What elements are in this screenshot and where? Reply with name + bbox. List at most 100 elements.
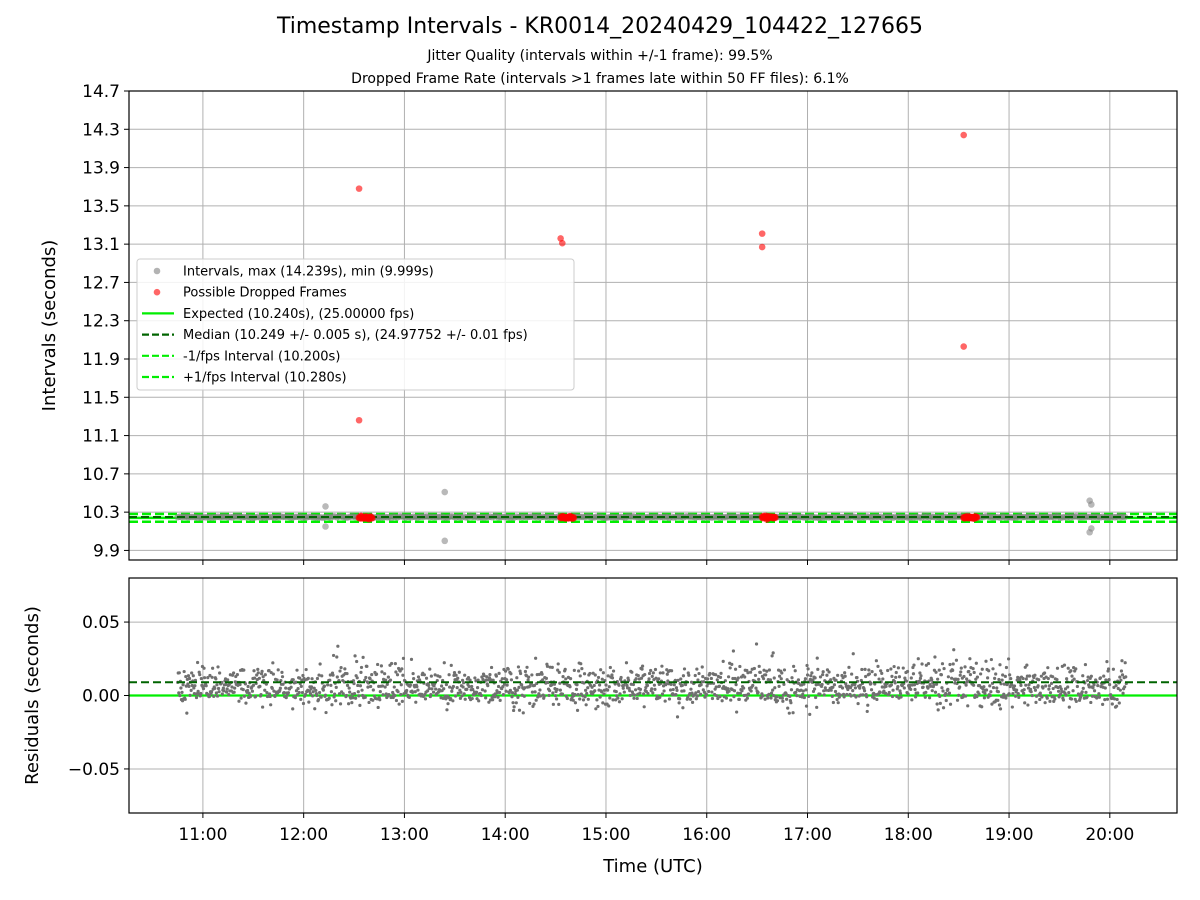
- residual-point: [429, 693, 433, 697]
- bottom-xtick-label: 13:00: [380, 825, 429, 845]
- residual-point: [1114, 684, 1118, 688]
- residual-point: [1063, 687, 1068, 691]
- residual-point: [1046, 676, 1050, 681]
- top-ytick-label: 13.1: [82, 235, 120, 255]
- residual-point: [686, 695, 690, 699]
- residual-point: [491, 678, 495, 682]
- residual-point: [861, 693, 865, 697]
- residual-point: [233, 686, 237, 690]
- residual-point: [1013, 694, 1018, 698]
- residual-point: [412, 677, 416, 681]
- residual-point: [394, 670, 398, 674]
- residual-point: [926, 661, 931, 666]
- residual-point: [196, 689, 200, 694]
- residual-point: [355, 676, 359, 680]
- residual-point: [596, 704, 600, 709]
- residual-point: [946, 687, 950, 691]
- residual-point: [607, 685, 611, 689]
- residual-point: [537, 672, 541, 677]
- residual-point: [1118, 688, 1122, 692]
- residual-point: [588, 671, 592, 676]
- residual-point: [552, 682, 557, 686]
- residual-point: [995, 686, 999, 690]
- residual-point: [1049, 681, 1054, 685]
- residual-point: [710, 690, 714, 694]
- residual-point: [264, 682, 268, 686]
- residual-point: [307, 689, 311, 693]
- dropped-frame-point: [368, 514, 376, 522]
- residual-point: [950, 676, 954, 680]
- residual-point: [296, 687, 300, 691]
- residual-point: [628, 689, 632, 693]
- residual-point: [1069, 697, 1074, 701]
- residual-point: [401, 673, 405, 677]
- residual-point: [975, 675, 980, 679]
- residual-point: [1043, 701, 1047, 705]
- residual-point: [424, 676, 429, 680]
- residual-point: [834, 678, 838, 682]
- residual-point: [668, 688, 673, 692]
- residual-point: [269, 703, 273, 707]
- residual-point: [909, 687, 913, 692]
- residual-point: [500, 677, 504, 681]
- residual-point: [1097, 695, 1102, 699]
- residual-point: [617, 683, 621, 687]
- residual-point: [777, 684, 781, 688]
- residual-point: [444, 682, 449, 687]
- residual-point: [1117, 701, 1121, 705]
- residual-point: [810, 671, 814, 675]
- residual-point: [579, 662, 583, 666]
- residual-point: [580, 667, 584, 671]
- residual-point: [564, 677, 568, 681]
- residual-point: [934, 670, 938, 674]
- residual-point: [859, 678, 863, 683]
- legend-item: Median (10.249 +/- 0.005 s), (24.97752 +…: [142, 328, 528, 343]
- residual-point: [964, 683, 968, 687]
- residual-point: [230, 685, 234, 689]
- residual-point: [184, 674, 188, 679]
- residual-point: [505, 678, 509, 682]
- top-ytick-label: 13.9: [82, 159, 120, 179]
- residual-point: [847, 665, 851, 669]
- residual-point: [225, 687, 229, 691]
- residual-point: [782, 668, 787, 672]
- residual-point: [1002, 682, 1006, 686]
- dropped-frame-point: [960, 131, 968, 139]
- residual-point: [514, 701, 518, 705]
- residual-point: [466, 675, 471, 680]
- residual-point: [894, 675, 898, 679]
- residual-point: [1108, 683, 1112, 687]
- residual-point: [869, 688, 874, 692]
- residual-point: [651, 671, 655, 675]
- residual-point: [515, 688, 519, 692]
- residual-point: [350, 701, 354, 705]
- residual-point: [968, 657, 972, 661]
- residual-point: [1064, 693, 1068, 697]
- residual-point: [736, 691, 740, 695]
- residual-point: [471, 687, 475, 692]
- residual-point: [714, 685, 718, 689]
- residual-point: [738, 691, 743, 695]
- residual-point: [752, 666, 756, 671]
- residual-point: [661, 671, 665, 675]
- residual-point: [699, 692, 703, 696]
- bottom-xtick-label: 12:00: [279, 825, 328, 845]
- residual-point: [854, 695, 858, 699]
- bottom-xtick-label: 16:00: [682, 825, 731, 845]
- residual-point: [263, 688, 267, 692]
- residual-point: [1042, 671, 1047, 675]
- residual-point: [568, 677, 573, 681]
- residual-point: [411, 671, 415, 676]
- residual-point: [680, 683, 684, 687]
- residual-point: [575, 708, 580, 712]
- residual-point: [509, 672, 513, 676]
- residual-point: [627, 678, 631, 682]
- residual-point: [919, 674, 923, 678]
- residual-point: [947, 691, 952, 695]
- residual-point: [430, 687, 434, 691]
- residual-point: [831, 685, 835, 689]
- legend-marker: [153, 288, 161, 296]
- residual-point: [988, 684, 992, 688]
- residual-point: [681, 674, 686, 678]
- residual-point: [513, 692, 517, 696]
